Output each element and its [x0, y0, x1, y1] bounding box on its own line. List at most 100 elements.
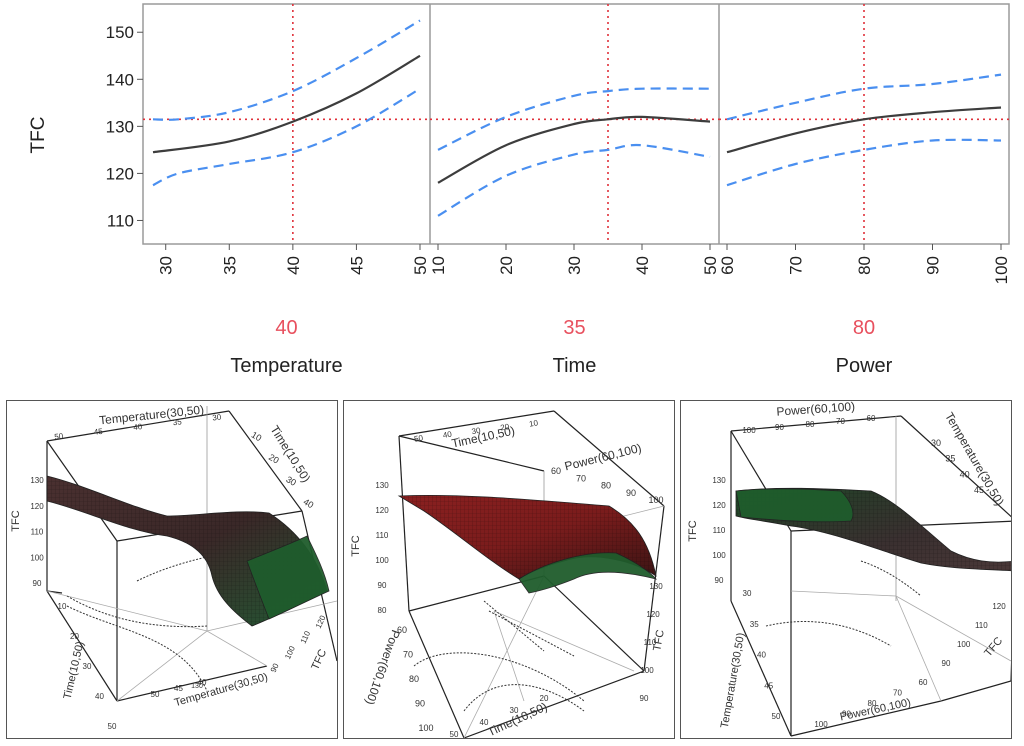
y-tick-label: 130	[106, 117, 134, 136]
x-tick-label: 20	[497, 256, 516, 275]
tick-label-right: 30	[284, 474, 298, 488]
tick-label-right: 70	[576, 473, 586, 483]
tick-label-floor-right: 90	[640, 694, 649, 703]
tick-label-top: 30	[471, 426, 482, 437]
tick-label-top: 40	[133, 422, 143, 432]
cube-edge	[543, 575, 645, 672]
cube-edge	[398, 435, 410, 612]
confidence-band-line	[437, 143, 711, 217]
cube-edge	[900, 415, 1011, 518]
x-tick-label: 90	[924, 256, 943, 275]
tick-label-floor-left: 40	[95, 692, 104, 701]
x-tick-label: 50	[701, 256, 720, 275]
cube-edge	[643, 505, 665, 672]
cube-edge	[46, 410, 230, 442]
cube-edge	[398, 435, 545, 472]
tick-label-floor-left: 60	[397, 625, 407, 635]
tick-label-floor-bottom: 40	[480, 718, 489, 727]
tick-label-right: 40	[302, 497, 316, 511]
current-value-label: 35	[563, 317, 585, 339]
tick-label-right: 35	[945, 454, 955, 464]
guide-line	[463, 575, 545, 738]
confidence-band-line	[152, 19, 421, 121]
tick-label-top: 70	[836, 417, 845, 426]
tick-label-floor-bottom: 100	[814, 720, 828, 729]
tick-label-vertical: 120	[30, 502, 44, 511]
profile-panel-temperature: 30 35 40 45 50 40 Temperature	[143, 4, 430, 377]
y-axis-label: TFC	[28, 117, 49, 154]
contour-curve	[66, 595, 208, 628]
tick-label-floor-bottom: 30	[510, 706, 519, 715]
tick-label-floor-left: 45	[764, 681, 773, 690]
tick-label-floor-left: 70	[403, 650, 413, 660]
response-surface-green	[518, 552, 658, 594]
contour-curve	[860, 560, 922, 597]
tick-label-floor-right: 110	[975, 621, 988, 630]
guide-line	[206, 630, 268, 667]
tick-label-floor-bottom: 60	[919, 678, 928, 687]
surface-plot-svg: Power(60,100)Temperature(30,50)TFCTemper…	[687, 401, 1011, 737]
tick-label-vertical: 120	[375, 506, 389, 515]
tick-label-floor-left: 50	[772, 712, 781, 721]
tick-label-vertical: 130	[375, 481, 389, 490]
tick-label-vertical: 100	[712, 551, 726, 560]
tick-label-floor-right: 120	[314, 613, 328, 629]
profile-panel-time: 10 20 30 40 50 35 Time	[429, 4, 720, 377]
surface-plot-temperature-time[interactable]: Temperature(30,50) Time(10,50) TFC Time(10,…	[6, 400, 338, 739]
confidence-band-line	[152, 87, 421, 187]
cube-edge	[46, 590, 118, 702]
x-tick-label: 80	[855, 256, 874, 275]
current-value-label: 80	[853, 317, 875, 339]
axis-title-top: Power(60,100)	[776, 401, 856, 419]
x-tick-label: 60	[718, 256, 737, 275]
surface-plot-power-temperature[interactable]: Power(60,100) Temperature(30,50) TFC Temper…	[680, 400, 1012, 739]
tick-label-top: 60	[867, 414, 876, 423]
surface-plot-time-power[interactable]: Time(10,50) Power(60,100) TFC Power(60,100)…	[343, 400, 675, 739]
tick-label-floor-left: 90	[415, 699, 425, 709]
tick-label-floor-right: 100	[640, 666, 654, 675]
response-surface-green	[735, 488, 854, 523]
cube-edge	[398, 410, 555, 437]
tick-label-vertical: 120	[712, 501, 726, 510]
tick-label-floor-right: 120	[992, 602, 1006, 611]
factor-label: Power	[836, 355, 893, 377]
axis-title-vertical: TFC	[10, 510, 22, 531]
tick-label-vertical: 90	[715, 576, 724, 585]
x-tick-label: 40	[633, 256, 652, 275]
tick-label-floor-bottom: 90	[842, 710, 851, 719]
cube-edge	[730, 415, 902, 432]
tick-label-floor-left: 35	[750, 620, 759, 629]
prediction-line	[437, 115, 711, 184]
axis-title-right: Power(60,100)	[563, 441, 643, 474]
y-tick-label: 150	[106, 23, 134, 42]
guide-line	[493, 610, 525, 702]
confidence-band-line	[726, 73, 1002, 121]
profile-panel-power: 60 70 80 90 100 80 Power	[718, 4, 1011, 377]
tick-label-vertical: 110	[376, 531, 389, 540]
tick-label-floor-bottom: 40	[198, 678, 207, 687]
tick-label-vertical: 130	[30, 476, 44, 485]
contour-curve	[483, 600, 575, 657]
y-tick-label: 110	[107, 211, 134, 230]
x-tick-label: 10	[429, 256, 448, 275]
tick-label-right: 90	[626, 488, 636, 498]
tick-label-vertical: 100	[30, 553, 44, 562]
tick-label-vertical: 110	[713, 526, 726, 535]
contour-curve	[66, 605, 208, 692]
tick-label-floor-right: 130	[649, 582, 663, 591]
tick-label-vertical: 110	[31, 528, 44, 537]
cube-edge	[116, 665, 268, 702]
tick-label-floor-right: 90	[269, 662, 281, 674]
tick-label-top: 100	[742, 426, 756, 435]
surface-mesh	[399, 495, 656, 579]
guide-line	[493, 610, 635, 672]
cube-edge	[408, 610, 465, 738]
tick-label-floor-bottom: 70	[893, 689, 902, 698]
tick-label-floor-left: 50	[108, 722, 117, 731]
tick-label-floor-left: 40	[757, 651, 766, 660]
tick-label-top: 50	[413, 433, 424, 444]
tick-label-floor-right: 90	[942, 659, 951, 668]
axis-title-vertical: TFC	[687, 520, 699, 541]
tick-label-floor-right: 100	[283, 644, 297, 660]
tick-label-right: 40	[960, 469, 970, 479]
